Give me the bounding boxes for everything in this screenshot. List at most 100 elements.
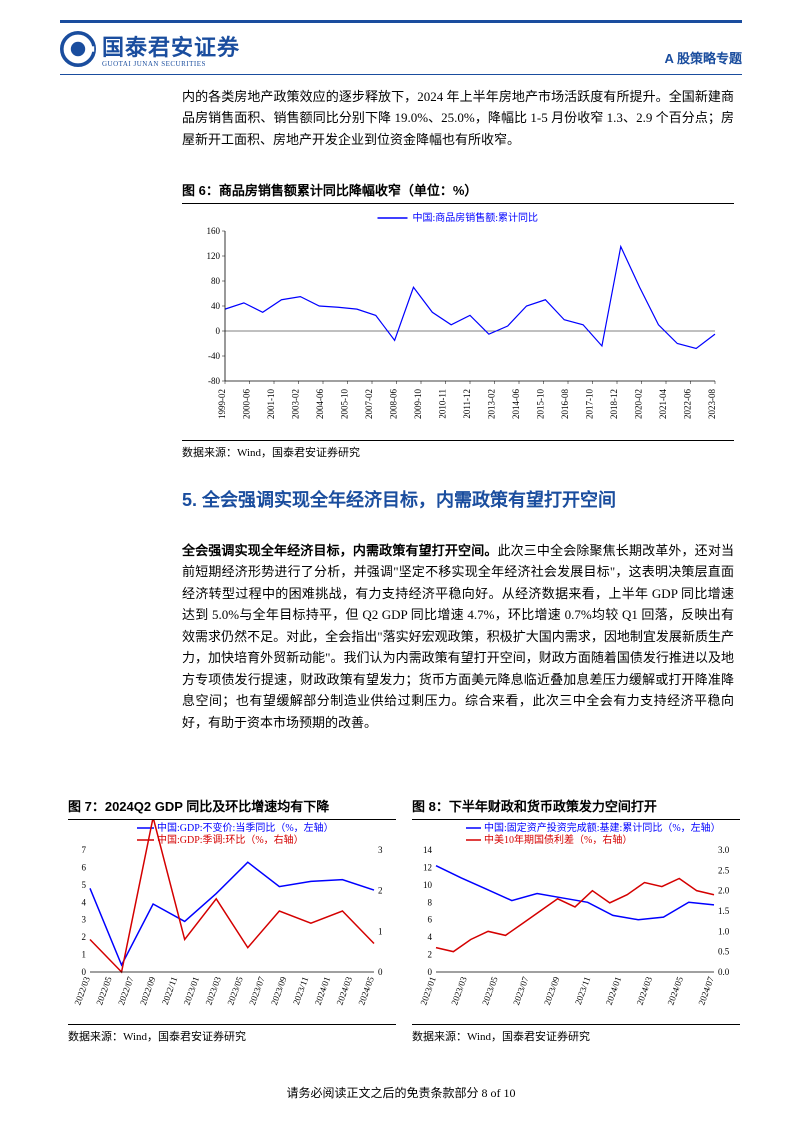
fig6-source: 数据来源：Wind，国泰君安证券研究: [182, 440, 734, 460]
svg-text:0: 0: [216, 326, 221, 336]
svg-text:2: 2: [82, 932, 87, 942]
svg-text:2: 2: [378, 886, 383, 896]
svg-text:2: 2: [428, 950, 433, 960]
svg-text:中美10年期国债利差（%，右轴）: 中美10年期国债利差（%，右轴）: [484, 833, 632, 846]
svg-text:5: 5: [82, 880, 87, 890]
page-footer: 请务必阅读正文之后的免责条款部分 8 of 10: [0, 1084, 802, 1101]
svg-text:6: 6: [82, 862, 87, 872]
svg-text:2022/03: 2022/03: [72, 975, 92, 1007]
svg-text:2024/01: 2024/01: [604, 975, 623, 1006]
svg-text:-80: -80: [208, 376, 220, 386]
svg-text:2022/11: 2022/11: [160, 975, 179, 1006]
svg-text:3: 3: [378, 845, 383, 855]
svg-text:2007-02: 2007-02: [364, 389, 374, 419]
svg-text:2023/09: 2023/09: [269, 975, 289, 1007]
svg-text:160: 160: [207, 226, 221, 236]
svg-text:7: 7: [82, 845, 87, 855]
svg-text:2023/11: 2023/11: [291, 975, 310, 1006]
svg-text:2016-08: 2016-08: [560, 389, 570, 419]
doc-category: A 股策略专题: [664, 48, 742, 67]
svg-text:中国:固定资产投资完成额:基建:累计同比（%，左轴）: 中国:固定资产投资完成额:基建:累计同比（%，左轴）: [484, 821, 721, 834]
svg-text:2024/05: 2024/05: [356, 975, 376, 1007]
svg-text:2018-12: 2018-12: [609, 389, 619, 419]
svg-text:3: 3: [82, 915, 87, 925]
svg-text:0.0: 0.0: [718, 967, 730, 977]
svg-text:0: 0: [378, 967, 383, 977]
svg-text:中国:GDP:不变价:当季同比（%，左轴）: 中国:GDP:不变价:当季同比（%，左轴）: [157, 821, 334, 834]
svg-text:2000-06: 2000-06: [242, 389, 252, 419]
svg-text:2024/03: 2024/03: [335, 975, 355, 1007]
svg-text:2023/03: 2023/03: [203, 975, 223, 1007]
svg-text:40: 40: [211, 301, 221, 311]
page-header: 国泰君安证券 GUOTAI JUNAN SECURITIES A 股策略专题: [60, 30, 742, 68]
fig8-title: 图 8：下半年财政和货币政策发力空间打开: [412, 799, 657, 814]
svg-text:8: 8: [428, 897, 433, 907]
svg-text:2021-04: 2021-04: [658, 389, 668, 419]
svg-text:6: 6: [428, 915, 433, 925]
fig7-chart: 中国:GDP:不变价:当季同比（%，左轴）中国:GDP:季调:环比（%，右轴） 0…: [68, 820, 396, 1020]
fig7-source: 数据来源：Wind，国泰君安证券研究: [68, 1024, 396, 1044]
svg-text:4: 4: [428, 932, 433, 942]
svg-text:2022/07: 2022/07: [116, 975, 136, 1007]
svg-text:2010-11: 2010-11: [438, 389, 448, 419]
svg-text:中国:GDP:季调:环比（%，右轴）: 中国:GDP:季调:环比（%，右轴）: [157, 833, 304, 846]
svg-text:2011-12: 2011-12: [462, 389, 472, 419]
fig8-source: 数据来源：Wind，国泰君安证券研究: [412, 1024, 740, 1044]
fig6-title-row: 图 6：商品房销售额累计同比降幅收窄（单位：%）: [182, 180, 734, 204]
svg-text:2013-02: 2013-02: [487, 389, 497, 419]
svg-text:14: 14: [423, 845, 433, 855]
svg-text:中国:商品房销售额:累计同比: 中国:商品房销售额:累计同比: [413, 211, 539, 224]
svg-text:-40: -40: [208, 351, 220, 361]
fig6-title: 图 6：商品房销售额累计同比降幅收窄（单位：%）: [182, 183, 477, 198]
svg-text:2003-02: 2003-02: [291, 389, 301, 419]
svg-text:2.5: 2.5: [718, 865, 730, 875]
brand-logo: 国泰君安证券 GUOTAI JUNAN SECURITIES: [60, 30, 240, 68]
intro-paragraph: 内的各类房地产政策效应的逐步释放下，2024 年上半年房地产市场活跃度有所提升。…: [182, 86, 734, 150]
svg-text:10: 10: [423, 880, 433, 890]
svg-text:2020-02: 2020-02: [634, 389, 644, 419]
svg-text:2004-06: 2004-06: [315, 389, 325, 419]
top-accent-line: [60, 20, 742, 23]
logo-icon: [60, 31, 96, 67]
svg-text:2024/03: 2024/03: [635, 975, 655, 1007]
svg-text:2015-10: 2015-10: [536, 389, 546, 419]
svg-text:2024/07: 2024/07: [696, 975, 716, 1007]
svg-text:2022/05: 2022/05: [94, 975, 114, 1007]
svg-text:1.0: 1.0: [718, 926, 730, 936]
header-divider: [60, 74, 742, 75]
fig8-title-row: 图 8：下半年财政和货币政策发力空间打开: [412, 796, 740, 820]
svg-text:4: 4: [82, 897, 87, 907]
svg-text:2023/09: 2023/09: [542, 975, 562, 1007]
svg-text:2009-10: 2009-10: [413, 389, 423, 419]
svg-text:2023/03: 2023/03: [449, 975, 469, 1007]
body-paragraph: 全会强调实现全年经济目标，内需政策有望打开空间。此次三中全会除聚焦长期改革外，还…: [182, 540, 734, 733]
body-text: 此次三中全会除聚焦长期改革外，还对当前短期经济形势进行了分析，并强调"坚定不移实…: [182, 543, 734, 730]
svg-text:2023/05: 2023/05: [480, 975, 500, 1007]
svg-text:2024/05: 2024/05: [665, 975, 685, 1007]
svg-text:2023-08: 2023-08: [707, 389, 717, 419]
svg-text:1: 1: [378, 926, 383, 936]
fig7-title: 图 7：2024Q2 GDP 同比及环比增速均有下降: [68, 799, 329, 814]
svg-text:2001-10: 2001-10: [266, 389, 276, 419]
fig6-chart: 中国:商品房销售额:累计同比-80-40040801201601999-0220…: [190, 206, 725, 436]
svg-text:2005-10: 2005-10: [340, 389, 350, 419]
logo-text-cn: 国泰君安证券: [102, 30, 240, 62]
svg-text:2023/01: 2023/01: [418, 975, 437, 1006]
svg-text:2023/01: 2023/01: [182, 975, 201, 1006]
svg-text:2023/05: 2023/05: [225, 975, 245, 1007]
svg-text:1999-02: 1999-02: [217, 389, 227, 419]
svg-text:1.5: 1.5: [718, 906, 730, 916]
fig7-title-row: 图 7：2024Q2 GDP 同比及环比增速均有下降: [68, 796, 396, 820]
svg-text:1: 1: [82, 950, 87, 960]
svg-text:2017-10: 2017-10: [585, 389, 595, 419]
fig8-chart: 中国:固定资产投资完成额:基建:累计同比（%，左轴）中美10年期国债利差（%，右…: [412, 820, 740, 1020]
svg-text:2023/07: 2023/07: [511, 975, 531, 1007]
svg-text:80: 80: [211, 276, 221, 286]
svg-text:2008-06: 2008-06: [389, 389, 399, 419]
svg-text:2024/01: 2024/01: [313, 975, 332, 1006]
svg-text:0.5: 0.5: [718, 947, 730, 957]
svg-text:2.0: 2.0: [718, 886, 730, 896]
svg-text:2023/11: 2023/11: [573, 975, 592, 1006]
svg-text:12: 12: [423, 862, 432, 872]
svg-text:2022-06: 2022-06: [683, 389, 693, 419]
